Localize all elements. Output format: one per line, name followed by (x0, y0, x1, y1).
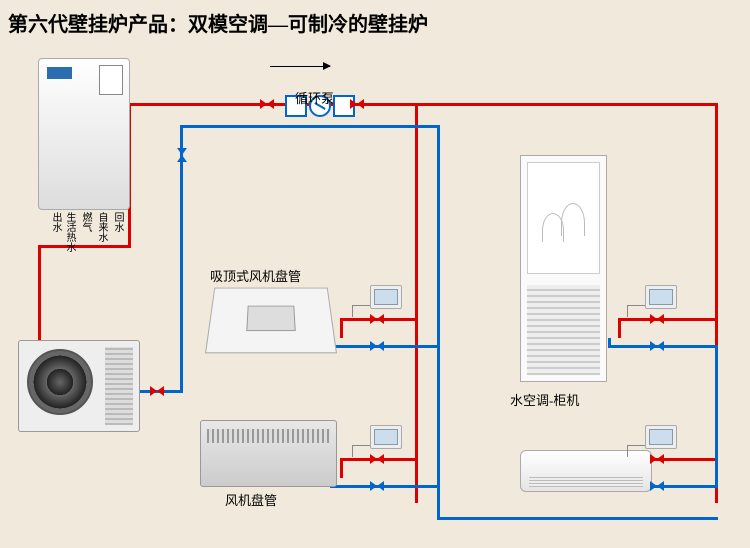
cold-pipe (330, 345, 440, 348)
cold-pipe (437, 517, 718, 520)
flow-arrow (270, 62, 330, 71)
cold-pipe (437, 125, 440, 520)
thermostat-wire (352, 305, 370, 306)
hot-pipe (128, 103, 718, 106)
valve-hot (370, 314, 384, 324)
valve-cold (650, 481, 664, 491)
thermostat-wire (352, 305, 353, 317)
port-label: 燃气 (78, 212, 93, 232)
thermostat-wire (627, 445, 645, 446)
cabinet-ac (520, 155, 607, 382)
port-label: 回水 (110, 212, 125, 232)
thermostat-wire (627, 445, 628, 457)
cold-pipe (715, 345, 718, 488)
hot-pipe (415, 103, 418, 503)
valve-hot (650, 314, 664, 324)
port-label: 自来水 (94, 212, 109, 242)
cold-pipe (180, 125, 183, 390)
valve-hot (150, 386, 164, 396)
device-label: 风机盘管 (225, 490, 277, 509)
port-label: 出水 (48, 212, 63, 232)
thermostat (645, 285, 677, 309)
thermostat-wire (352, 445, 353, 457)
valve-hot (350, 99, 364, 109)
cold-pipe (330, 485, 440, 488)
page-title: 第六代壁挂炉产品：双模空调—可制冷的壁挂炉 (8, 8, 428, 37)
wall-ac (520, 450, 652, 492)
thermostat-wire (627, 305, 628, 317)
thermostat-wire (627, 305, 645, 306)
valve-cold (650, 341, 664, 351)
valve-hot (370, 454, 384, 464)
port-label: 生活热水 (62, 212, 77, 252)
hot-pipe (340, 318, 343, 338)
valve-cold (370, 481, 384, 491)
thermostat (645, 425, 677, 449)
boiler (38, 58, 130, 210)
valve-cold (177, 148, 187, 162)
hot-pipe (38, 245, 131, 248)
cold-pipe (608, 338, 611, 348)
thermostat-wire (352, 445, 370, 446)
valve-hot (260, 99, 274, 109)
thermostat (370, 425, 402, 449)
thermostat (370, 285, 402, 309)
device-label: 吸顶式风机盘管 (210, 266, 301, 285)
valve-hot (650, 454, 664, 464)
cold-pipe (180, 125, 440, 128)
hot-pipe (618, 318, 621, 338)
heat-pump-outdoor-unit (18, 340, 140, 432)
device-label: 水空调-柜机 (510, 390, 579, 409)
diagram-canvas: 第六代壁挂炉产品：双模空调—可制冷的壁挂炉 (0, 0, 750, 548)
hot-pipe (618, 318, 718, 321)
hot-pipe (340, 458, 343, 478)
fan-coil-unit (200, 420, 337, 487)
ceiling-fan-coil (205, 288, 337, 354)
valve-cold (370, 341, 384, 351)
hot-pipe (38, 245, 41, 340)
device-label: 循环泵 (295, 88, 334, 107)
